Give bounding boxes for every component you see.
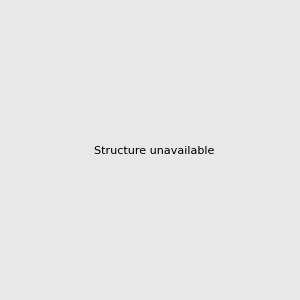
Text: Structure unavailable: Structure unavailable <box>94 146 214 157</box>
